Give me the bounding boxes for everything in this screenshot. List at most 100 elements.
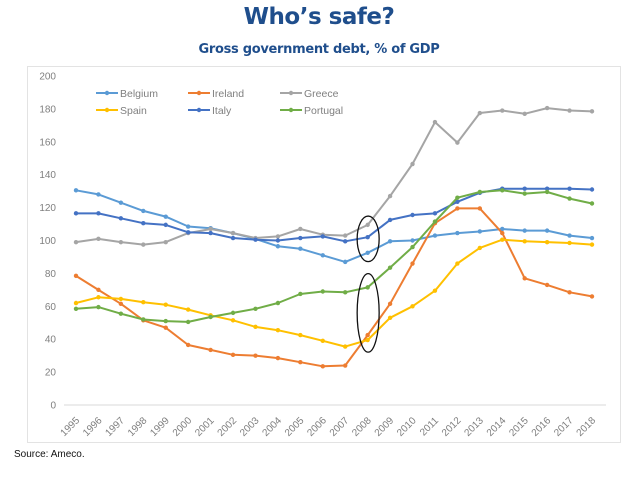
page-title: Who’s safe? (243, 4, 395, 30)
point-belgium-2013 (477, 229, 483, 234)
legend-marker (104, 107, 110, 113)
point-belgium-2008 (365, 250, 370, 256)
line-ireland (75, 207, 593, 368)
point-italy-1998 (141, 221, 146, 226)
x-tick-label: 2007 (328, 415, 352, 439)
y-tick-label: 120 (39, 203, 56, 214)
legend-label: Spain (120, 105, 147, 117)
point-belgium-2018 (589, 235, 595, 241)
y-tick-label: 40 (45, 335, 57, 346)
legend-label: Ireland (212, 88, 244, 100)
point-portugal-2001 (208, 314, 213, 320)
legend-item-italy: Italy (188, 105, 232, 117)
legend-item-belgium: Belgium (96, 88, 158, 100)
point-portugal-2017 (567, 196, 572, 201)
point-belgium-2009 (387, 239, 393, 244)
point-portugal-2014 (500, 188, 505, 193)
point-ireland-2009 (387, 301, 393, 307)
point-portugal-2015 (522, 191, 527, 196)
point-belgium-1996 (96, 192, 101, 197)
point-ireland-2018 (589, 294, 595, 299)
point-ireland-2014 (500, 230, 505, 236)
point-portugal-2018 (589, 201, 595, 206)
y-tick-label: 140 (39, 170, 56, 181)
point-ireland-1995 (73, 273, 79, 279)
point-belgium-2006 (320, 253, 325, 258)
point-belgium-2007 (343, 259, 348, 265)
y-tick-label: 60 (45, 302, 57, 313)
point-ireland-2017 (567, 290, 572, 295)
point-spain-1999 (163, 302, 168, 307)
point-portugal-2008 (365, 285, 370, 290)
point-ireland-1996 (96, 287, 101, 293)
point-greece-2008 (365, 222, 370, 228)
point-ireland-2008 (365, 332, 370, 338)
point-spain-2016 (544, 239, 550, 245)
point-portugal-1999 (163, 318, 168, 324)
point-italy-2008 (365, 235, 370, 240)
line-italy (76, 187, 593, 243)
point-italy-2007 (343, 239, 348, 244)
x-tick-label: 2009 (373, 415, 397, 439)
point-greece-1996 (96, 236, 101, 242)
highlight-ellipse-2 (356, 272, 380, 353)
point-greece-2002 (230, 230, 236, 236)
point-belgium-1999 (163, 214, 168, 219)
point-portugal-1998 (141, 317, 146, 322)
chart-frame (27, 66, 621, 443)
point-portugal-2011 (432, 219, 438, 224)
x-tick-label: 2017 (552, 415, 576, 439)
x-tick-label: 2013 (462, 415, 486, 439)
line-greece (75, 107, 593, 246)
point-greece-2013 (477, 110, 483, 116)
point-belgium-2010 (410, 238, 415, 243)
point-belgium-2015 (522, 228, 527, 233)
x-tick-label: 2010 (395, 415, 419, 439)
x-tick-label: 1997 (103, 415, 127, 439)
x-tick-label: 2014 (485, 415, 509, 439)
point-greece-2004 (275, 234, 281, 239)
point-greece-2005 (298, 226, 303, 232)
legend-marker (288, 107, 294, 113)
x-tick-label: 1995 (59, 415, 83, 439)
point-spain-2002 (230, 318, 236, 323)
point-greece-2011 (432, 119, 438, 125)
point-ireland-1997 (118, 301, 124, 307)
annotations (356, 215, 380, 353)
point-italy-2005 (298, 235, 303, 241)
point-portugal-2000 (185, 319, 191, 325)
point-portugal-2016 (544, 189, 550, 195)
point-portugal-2009 (387, 265, 393, 270)
point-ireland-2012 (455, 206, 460, 211)
legend-marker (196, 107, 202, 113)
series-portugal (73, 188, 595, 325)
series-italy (73, 186, 595, 244)
point-spain-2014 (500, 237, 505, 242)
legend: Belgium Ireland Greece Spain Italy Portugal (96, 88, 343, 117)
point-spain-2006 (320, 338, 325, 344)
point-spain-2018 (589, 242, 595, 247)
point-spain-2007 (343, 344, 348, 349)
x-tick-label: 2005 (283, 415, 307, 439)
point-belgium-2011 (432, 233, 438, 238)
point-greece-2007 (343, 233, 348, 238)
legend-item-portugal: Portugal (280, 105, 343, 117)
point-ireland-2006 (320, 364, 325, 369)
point-italy-1999 (163, 222, 168, 228)
legend-marker (288, 90, 294, 96)
point-belgium-2005 (298, 246, 303, 251)
point-spain-1997 (118, 296, 124, 302)
point-italy-1995 (73, 211, 79, 216)
x-tick-label: 2003 (238, 415, 262, 439)
y-tick-label: 20 (45, 368, 57, 379)
series-spain (73, 237, 595, 349)
point-italy-1997 (118, 216, 124, 221)
chart-subtitle: Gross government debt, % of GDP (198, 42, 440, 57)
point-greece-2001 (208, 226, 213, 232)
point-portugal-2013 (477, 189, 483, 195)
point-italy-2017 (567, 186, 572, 191)
point-belgium-1998 (141, 208, 146, 214)
line-spain (75, 238, 593, 348)
point-italy-2003 (253, 237, 258, 242)
